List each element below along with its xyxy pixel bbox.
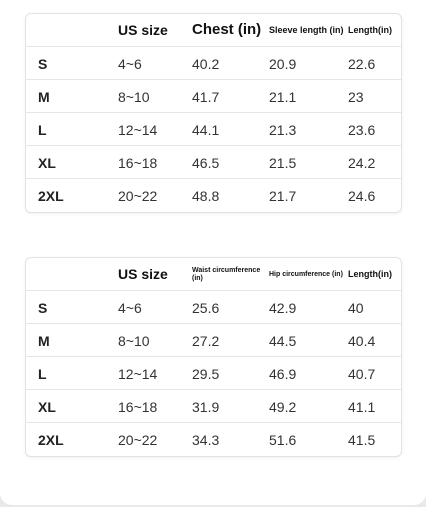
value-cell: 25.6 [192, 299, 220, 316]
size-cell: L [38, 365, 47, 382]
value-cell: 8~10 [118, 332, 150, 349]
table-row: M 8~10 41.7 21.1 23 [26, 80, 401, 113]
size-cell: S [38, 299, 48, 316]
table-row: L 12~14 44.1 21.3 23.6 [26, 113, 401, 146]
value-cell: 27.2 [192, 332, 220, 349]
header-cell: Chest (in) [192, 21, 262, 39]
size-cell: M [38, 332, 50, 349]
value-cell: 46.5 [192, 154, 220, 171]
header-cell: Sleeve length (in) [269, 24, 344, 35]
value-cell: 12~14 [118, 365, 158, 382]
value-cell: 21.1 [269, 88, 297, 105]
value-cell: 40.2 [192, 55, 220, 72]
value-cell: 21.5 [269, 154, 297, 171]
value-cell: 12~14 [118, 121, 158, 138]
value-cell: 23.6 [348, 121, 376, 138]
value-cell: 24.6 [348, 187, 376, 204]
value-cell: 21.3 [269, 121, 297, 138]
table-row: S 4~6 40.2 20.9 22.6 [26, 47, 401, 80]
value-cell: 41.1 [348, 398, 376, 415]
header-cell: Length(in) [348, 24, 392, 35]
value-cell: 20~22 [118, 187, 158, 204]
size-cell: 2XL [38, 187, 64, 204]
size-cell: L [38, 121, 47, 138]
value-cell: 4~6 [118, 55, 142, 72]
value-cell: 23 [348, 88, 364, 105]
value-cell: 16~18 [118, 398, 158, 415]
value-cell: 21.7 [269, 187, 297, 204]
value-cell: 44.5 [269, 332, 297, 349]
value-cell: 42.9 [269, 299, 297, 316]
size-cell: 2XL [38, 431, 64, 448]
size-cell: XL [38, 154, 56, 171]
table-row: XL 16~18 31.9 49.2 41.1 [26, 390, 401, 423]
value-cell: 41.7 [192, 88, 220, 105]
value-cell: 24.2 [348, 154, 376, 171]
size-cell: S [38, 55, 48, 72]
table-row: 2XL 20~22 48.8 21.7 24.6 [26, 179, 401, 212]
value-cell: 51.6 [269, 431, 297, 448]
value-cell: 40 [348, 299, 364, 316]
header-cell: Hip circumference (in) [269, 270, 343, 278]
header-row: US size Chest (in) Sleeve length (in) Lengt… [26, 14, 401, 47]
value-cell: 22.6 [348, 55, 376, 72]
size-cell: M [38, 88, 50, 105]
header-cell: US size [118, 265, 168, 282]
value-cell: 48.8 [192, 187, 220, 204]
table-row: L 12~14 29.5 46.9 40.7 [26, 357, 401, 390]
value-cell: 20.9 [269, 55, 297, 72]
value-cell: 4~6 [118, 299, 142, 316]
value-cell: 46.9 [269, 365, 297, 382]
header-cell: Waist circumference (in) [192, 266, 261, 282]
header-cell: US size [118, 21, 168, 38]
value-cell: 40.4 [348, 332, 376, 349]
value-cell: 29.5 [192, 365, 220, 382]
table-row: XL 16~18 46.5 21.5 24.2 [26, 146, 401, 179]
value-cell: 31.9 [192, 398, 220, 415]
table-row: 2XL 20~22 34.3 51.6 41.5 [26, 423, 401, 456]
value-cell: 34.3 [192, 431, 220, 448]
value-cell: 41.5 [348, 431, 376, 448]
value-cell: 40.7 [348, 365, 376, 382]
size-table: US size Waist circumference (in) Hip circu… [25, 257, 402, 457]
header-row: US size Waist circumference (in) Hip circu… [26, 258, 401, 291]
table-row: M 8~10 27.2 44.5 40.4 [26, 324, 401, 357]
value-cell: 44.1 [192, 121, 220, 138]
value-cell: 16~18 [118, 154, 158, 171]
table-row: S 4~6 25.6 42.9 40 [26, 291, 401, 324]
size-cell: XL [38, 398, 56, 415]
value-cell: 49.2 [269, 398, 297, 415]
value-cell: 8~10 [118, 88, 150, 105]
header-cell: Length(in) [348, 268, 392, 279]
size-table: US size Chest (in) Sleeve length (in) Lengt… [25, 13, 402, 213]
value-cell: 20~22 [118, 431, 158, 448]
